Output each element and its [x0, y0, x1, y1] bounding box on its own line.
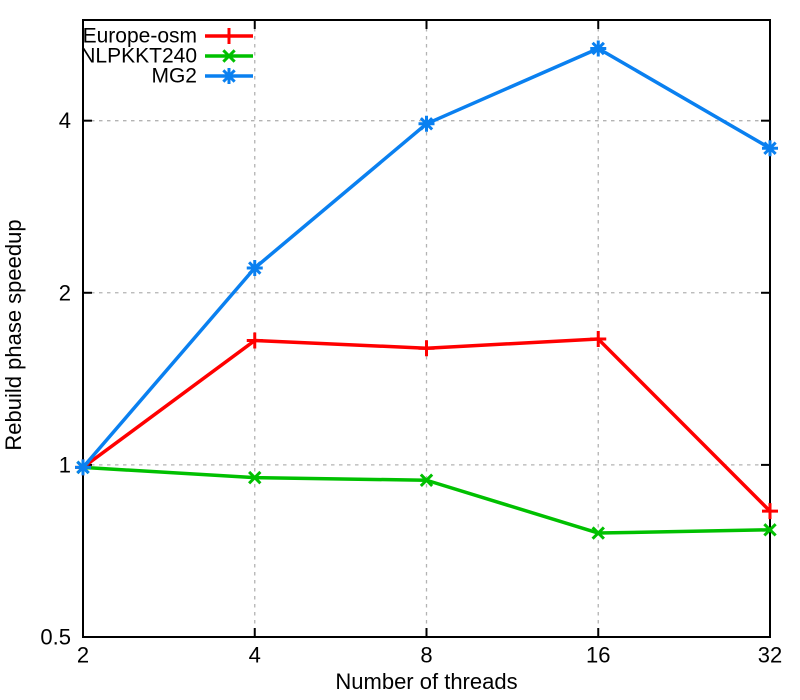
- asterisk-marker-icon-mg2-x32: [762, 140, 778, 157]
- plus-marker-icon-europe-osm-x32: [762, 503, 778, 520]
- y-tick-label-2: 2: [59, 280, 71, 305]
- plus-marker-icon-europe-osm-x16: [590, 331, 607, 348]
- asterisk-marker-icon-mg2-x16: [590, 40, 607, 57]
- cross-marker-icon-nlpkkt240-x4: [248, 470, 262, 485]
- plot-border: [82, 19, 771, 638]
- x-tick-label-4: 4: [249, 643, 261, 668]
- asterisk-marker-icon-mg2-x8: [418, 115, 435, 132]
- y-tick-label-0.5: 0.5: [40, 625, 71, 650]
- cross-marker-icon-nlpkkt240-x8: [419, 473, 434, 487]
- cross-marker-icon-nlpkkt240-x32: [763, 523, 777, 537]
- y-axis-title: Rebuild phase speedup: [1, 219, 26, 451]
- y-tick-label-1: 1: [59, 452, 71, 477]
- plus-marker-icon-europe-osm-x4: [246, 332, 263, 349]
- legend-label-mg2: MG2: [151, 65, 197, 88]
- cross-marker-icon-legend-nlpkkt240: [222, 49, 236, 63]
- x-tick-label-8: 8: [420, 643, 432, 668]
- legend-label-europe-osm: Europe-osm: [83, 25, 197, 48]
- asterisk-marker-icon-mg2-x4: [246, 259, 263, 276]
- x-axis-title: Number of threads: [335, 669, 518, 694]
- x-tick-label-2: 2: [77, 643, 89, 668]
- asterisk-marker-icon-legend-mg2: [221, 68, 237, 84]
- x-tick-label-16: 16: [586, 643, 610, 668]
- plus-marker-icon-europe-osm-x8: [418, 340, 435, 357]
- cross-marker-icon-nlpkkt240-x16: [591, 526, 605, 540]
- y-tick-label-4: 4: [59, 108, 71, 133]
- plus-marker-icon-legend-europe-osm: [221, 28, 237, 44]
- x-tick-label-32: 32: [758, 643, 782, 668]
- asterisk-marker-icon-mg2-x2: [75, 459, 91, 476]
- legend-label-nlpkkt240: NLPKKT240: [80, 45, 197, 68]
